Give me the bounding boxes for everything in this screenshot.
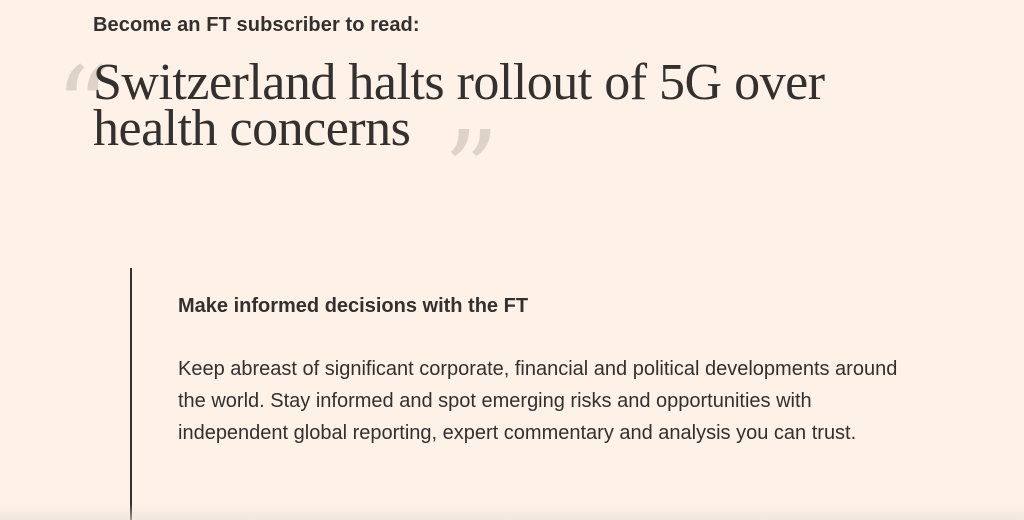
open-quote-icon: “ [55, 43, 112, 171]
panel-divider [130, 268, 132, 520]
bottom-fade [0, 504, 1024, 520]
panel-title: Make informed decisions with the FT [178, 295, 529, 317]
panel-description: Keep abreast of significant corporate, f… [178, 358, 898, 444]
headline-quote: “ Switzerland halts rollout of 5G over h… [55, 43, 955, 226]
article-headline: Switzerland halts rollout of 5G over hea… [93, 54, 825, 157]
close-quote-icon: ” [443, 107, 500, 235]
subscribe-kicker: Become an FT subscriber to read: [93, 14, 420, 36]
